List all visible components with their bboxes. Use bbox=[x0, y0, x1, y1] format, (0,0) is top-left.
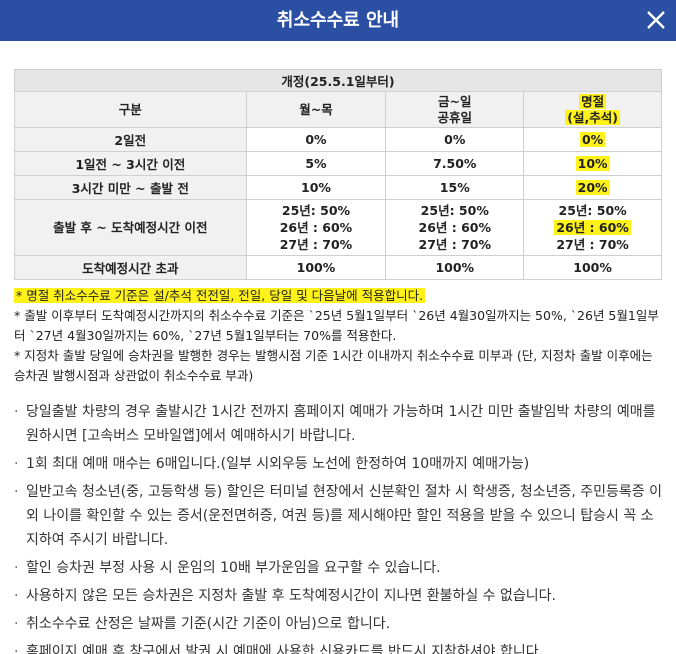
col-header-weekday: 월~목 bbox=[245, 91, 387, 128]
note-same-day: * 지정차 출발 당일에 승차권을 발행한 경우는 발행시점 기준 1시간 이내… bbox=[14, 348, 653, 383]
row-label: 3시간 미만 ~ 출발 전 bbox=[14, 175, 247, 200]
list-item: · 1회 최대 예매 매수는 6매입니다.(일부 시외우등 노선에 한정하여 10… bbox=[14, 452, 664, 476]
row-label: 1일전 ~ 3시간 이전 bbox=[14, 151, 247, 176]
col-header-holiday: 명절 (설,추석) bbox=[523, 91, 662, 128]
highlighted-value: 26년 : 60% bbox=[554, 220, 631, 235]
cell-weekend: 7.50% bbox=[385, 151, 525, 176]
table-header-row: 구분 월~목 금~일 공휴일 명절 (설,추석) bbox=[14, 91, 662, 128]
modal-content: 개정(25.5.1일부터) 구분 월~목 금~일 공휴일 명절 (설,추석) 2일전… bbox=[0, 41, 676, 654]
period-label: 개정(25.5.1일부터) bbox=[14, 69, 662, 92]
list-item-text: 홈페이지 예매 후 창구에서 발권 시 예매에 사용한 신용카드를 반드시 지참… bbox=[26, 644, 544, 654]
list-item: · 홈페이지 예매 후 창구에서 발권 시 예매에 사용한 신용카드를 반드시 지… bbox=[14, 640, 664, 654]
cell-weekend: 0% bbox=[385, 127, 525, 152]
year-rate: 26년 : 60% bbox=[418, 220, 492, 235]
row-label: 출발 후 ~ 도착예정시간 이전 bbox=[14, 199, 247, 256]
list-item: · 당일출발 차량의 경우 출발시간 1시간 전까지 홈페이지 예매가 가능하며 … bbox=[14, 400, 664, 448]
modal-title: 취소수수료 안내 bbox=[276, 10, 400, 31]
year-rate: 27년 : 70% bbox=[279, 237, 353, 252]
table-row: 3시간 미만 ~ 출발 전 10% 15% 20% bbox=[14, 175, 662, 200]
cell-weekend: 100% bbox=[385, 255, 525, 280]
list-item-text: 사용하지 않은 모든 승차권은 지정차 출발 후 도착예정시간이 지나면 환불하… bbox=[26, 588, 556, 604]
cell-weekday: 25년: 50% 26년 : 60% 27년 : 70% bbox=[245, 199, 387, 256]
cell-weekday: 100% bbox=[245, 255, 387, 280]
cancellation-fee-table: 개정(25.5.1일부터) 구분 월~목 금~일 공휴일 명절 (설,추석) 2일전… bbox=[14, 69, 662, 280]
table-period-row: 개정(25.5.1일부터) bbox=[14, 69, 662, 92]
year-rate: 25년: 50% bbox=[281, 203, 351, 218]
cell-weekday: 10% bbox=[245, 175, 387, 200]
year-rate: 26년 : 60% bbox=[279, 220, 353, 235]
bullet-icon: · bbox=[14, 404, 19, 420]
cell-weekday: 5% bbox=[245, 151, 387, 176]
bullet-icon: · bbox=[14, 588, 19, 604]
info-list: · 당일출발 차량의 경우 출발시간 1시간 전까지 홈페이지 예매가 가능하며 … bbox=[14, 400, 664, 654]
cell-holiday: 10% bbox=[523, 151, 662, 176]
year-rate: 26년 : 60% bbox=[524, 219, 661, 236]
year-rate: 27년 : 70% bbox=[556, 237, 629, 252]
highlighted-header-line: 명절 bbox=[579, 93, 607, 109]
cell-weekend: 15% bbox=[385, 175, 525, 200]
highlighted-value: 20% bbox=[575, 180, 610, 195]
row-label: 도착예정시간 초과 bbox=[14, 255, 247, 280]
year-rate: 27년 : 70% bbox=[418, 237, 492, 252]
notes: * 명절 취소수수료 기준은 설/추석 전전일, 전일, 당일 및 다음날에 적… bbox=[14, 286, 664, 386]
list-item: · 취소수수료 산정은 날짜를 기준(시간 기준이 아님)으로 합니다. bbox=[14, 612, 664, 636]
year-rate: 25년: 50% bbox=[558, 203, 627, 218]
header-line: 공휴일 bbox=[437, 109, 473, 125]
table-row: 1일전 ~ 3시간 이전 5% 7.50% 10% bbox=[14, 151, 662, 176]
list-item: · 할인 승차권 부정 사용 시 운임의 10배 부가운임을 요구할 수 있습니다… bbox=[14, 556, 664, 580]
modal-header: 취소수수료 안내 bbox=[0, 0, 676, 41]
cell-holiday: 100% bbox=[523, 255, 662, 280]
highlighted-value: 0% bbox=[579, 132, 606, 147]
list-item-text: 할인 승차권 부정 사용 시 운임의 10배 부가운임을 요구할 수 있습니다. bbox=[26, 560, 441, 576]
highlighted-note: * 명절 취소수수료 기준은 설/추석 전전일, 전일, 당일 및 다음날에 적… bbox=[14, 288, 426, 303]
header-line: (설,추석) bbox=[524, 109, 661, 126]
cell-weekday: 0% bbox=[245, 127, 387, 152]
header-line: 금~일 bbox=[438, 93, 472, 109]
note-holiday: * 명절 취소수수료 기준은 설/추석 전전일, 전일, 당일 및 다음날에 적… bbox=[14, 286, 664, 306]
table-row: 도착예정시간 초과 100% 100% 100% bbox=[14, 255, 662, 280]
cell-holiday: 20% bbox=[523, 175, 662, 200]
bullet-icon: · bbox=[14, 560, 19, 576]
cell-holiday: 25년: 50% 26년 : 60% 27년 : 70% bbox=[523, 199, 662, 256]
highlighted-header-line: (설,추석) bbox=[565, 109, 620, 125]
row-label: 2일전 bbox=[14, 127, 247, 152]
bullet-icon: · bbox=[14, 456, 19, 472]
close-icon[interactable] bbox=[644, 8, 668, 32]
list-item-text: 일반고속 청소년(중, 고등학생 등) 할인은 터미널 현장에서 신분확인 절차… bbox=[26, 484, 662, 548]
bullet-icon: · bbox=[14, 644, 19, 654]
list-item: · 일반고속 청소년(중, 고등학생 등) 할인은 터미널 현장에서 신분확인 절… bbox=[14, 480, 664, 552]
year-rate: 25년: 50% bbox=[420, 203, 489, 218]
highlighted-value: 10% bbox=[575, 156, 610, 171]
table-row: 2일전 0% 0% 0% bbox=[14, 127, 662, 152]
list-item-text: 1회 최대 예매 매수는 6매입니다.(일부 시외우등 노선에 한정하여 10매… bbox=[26, 456, 530, 472]
col-header-category: 구분 bbox=[14, 91, 247, 128]
cell-weekend: 25년: 50% 26년 : 60% 27년 : 70% bbox=[385, 199, 525, 256]
bullet-icon: · bbox=[14, 484, 19, 500]
list-item-text: 당일출발 차량의 경우 출발시간 1시간 전까지 홈페이지 예매가 가능하며 1… bbox=[26, 404, 656, 444]
cell-holiday: 0% bbox=[523, 127, 662, 152]
header-line: 명절 bbox=[524, 93, 661, 110]
list-item: · 사용하지 않은 모든 승차권은 지정차 출발 후 도착예정시간이 지나면 환불… bbox=[14, 584, 664, 608]
note-after-departure: * 출발 이후부터 도착예정시간까지의 취소수수료 기준은 `25년 5월1일부… bbox=[14, 308, 659, 343]
table-row: 출발 후 ~ 도착예정시간 이전 25년: 50% 26년 : 60% 27년 … bbox=[14, 199, 662, 256]
bullet-icon: · bbox=[14, 616, 19, 632]
col-header-weekend: 금~일 공휴일 bbox=[385, 91, 525, 128]
list-item-text: 취소수수료 산정은 날짜를 기준(시간 기준이 아님)으로 합니다. bbox=[26, 616, 391, 632]
